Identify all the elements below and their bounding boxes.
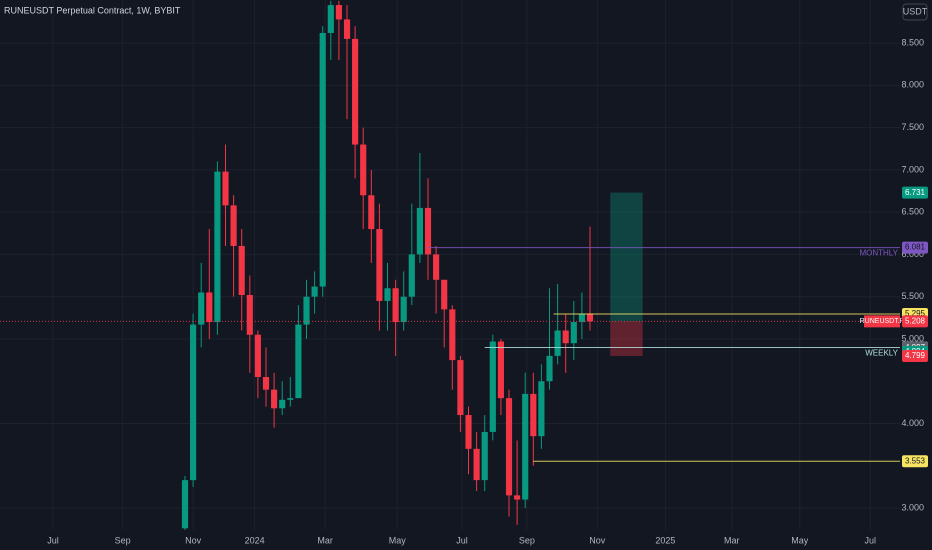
candle-body (578, 313, 585, 323)
x-tick-label: Mar (317, 535, 333, 545)
candle-body (400, 296, 407, 323)
candle-body (505, 398, 513, 496)
candle-body (408, 254, 415, 297)
candle-body (287, 398, 294, 400)
candle-body (214, 171, 221, 323)
price-tag (902, 241, 928, 254)
candle-body (514, 495, 521, 500)
candle-body (392, 288, 399, 323)
price-tag-label: 5.295 (905, 309, 926, 318)
candle-body (465, 415, 472, 449)
x-tick-label: Jul (865, 535, 877, 545)
candle-body (562, 330, 569, 344)
y-tick-label: 7.500 (901, 122, 924, 132)
candle-body (497, 341, 504, 399)
symbol-tag-label: RUNEUSDT.P (860, 318, 905, 325)
candle-body (489, 341, 496, 432)
candle-body (360, 144, 367, 196)
candle-body (327, 5, 334, 33)
candle-body (279, 399, 286, 409)
candle-body (246, 295, 253, 335)
candle-body (295, 324, 302, 399)
price-tag (902, 349, 928, 362)
price-tag-label: 6.081 (905, 243, 926, 252)
y-tick-label: 8.500 (901, 37, 924, 47)
chart-title: RUNEUSDT Perpetual Contract, 1W, BYBIT (4, 5, 181, 15)
y-tick-label: 4.000 (901, 418, 924, 428)
candle-body (222, 171, 229, 206)
candle-body (384, 288, 391, 301)
x-tick-label: May (791, 535, 809, 545)
candle-body (271, 389, 278, 409)
x-tick-label: Mar (724, 535, 740, 545)
candle-body (433, 254, 440, 280)
candle-body (230, 205, 237, 246)
candle-body (449, 309, 456, 361)
price-tag (902, 315, 928, 328)
candle-body (238, 245, 245, 296)
price-tag-label: 6.731 (905, 188, 926, 197)
symbol-tag (864, 315, 900, 328)
candle-body (343, 19, 351, 39)
x-tick-label: Nov (185, 535, 202, 545)
price-tag (902, 186, 928, 199)
loss-zone (610, 321, 643, 356)
x-tick-label: Jul (456, 535, 468, 545)
candle-body (586, 313, 594, 322)
candle-body (335, 5, 342, 20)
candle-body (198, 292, 205, 325)
candle-body (457, 360, 464, 416)
candle-body (319, 32, 326, 287)
y-tick-label: 7.000 (901, 164, 924, 174)
x-tick-label: Nov (589, 535, 606, 545)
x-tick-label: May (389, 535, 407, 545)
price-tag (902, 455, 928, 468)
price-tag-label: 4.799 (905, 351, 926, 360)
x-tick-label: Jul (47, 535, 59, 545)
candle-body (206, 292, 213, 323)
y-tick-label: 6.500 (901, 207, 924, 217)
level-name: MONTHLY (859, 249, 898, 258)
candle-body (538, 381, 545, 437)
candle-body (546, 355, 553, 382)
y-tick-label: 5.000 (901, 333, 924, 343)
tags: 6.0815.295RUNEUSDT.P5.2084.8993.5536.731… (860, 186, 928, 468)
candle-body (416, 207, 423, 255)
x-tick-label: 2024 (245, 535, 265, 545)
profit-zone (610, 192, 643, 322)
marks: MONTHLY WEEKLY (0, 0, 900, 530)
x-tick-label: Sep (115, 535, 131, 545)
candle-body (570, 322, 577, 344)
candle-body (262, 377, 270, 390)
candle-body (522, 393, 529, 500)
currency-box (902, 3, 928, 21)
candle-body (376, 229, 383, 301)
candle-body (352, 38, 359, 145)
x-tick-label: 2025 (655, 535, 675, 545)
level-name: WEEKLY (865, 349, 898, 358)
y-axis-label: USDT (903, 6, 928, 16)
y-tick-label: 5.500 (901, 291, 924, 301)
candle-body (303, 296, 310, 325)
candle-body (441, 279, 448, 310)
y-tick-label: 8.000 (901, 80, 924, 90)
price-tag-label: 5.208 (905, 316, 926, 325)
y-tick-label: 3.000 (901, 502, 924, 512)
candle-body (190, 324, 197, 481)
candle-body (311, 286, 318, 297)
candle-body (554, 330, 561, 356)
x-tick-label: Sep (519, 535, 535, 545)
candle-body (473, 448, 480, 481)
price-tag-label: 3.553 (905, 456, 926, 465)
candle-body (530, 393, 537, 437)
candle-body (481, 431, 488, 481)
y-tick-label: 6.000 (901, 249, 924, 259)
candle-body (181, 480, 189, 529)
candle-body (254, 334, 261, 378)
candle-body (368, 195, 375, 230)
candle-body (424, 207, 432, 255)
